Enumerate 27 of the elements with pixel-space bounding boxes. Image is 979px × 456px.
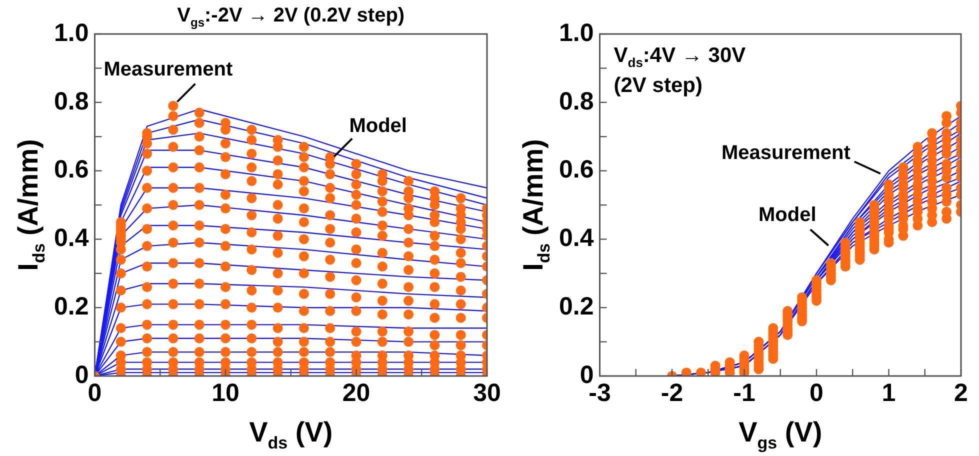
x-tick-label: -2	[660, 378, 684, 407]
x-tick-label: 20	[342, 378, 370, 407]
x-tick-label: 2	[954, 378, 968, 407]
annotation: Model	[758, 204, 816, 226]
annotation: (2V step)	[614, 74, 702, 97]
y-tick-label: 0	[74, 360, 89, 389]
y-axis-title: Ids (A/mm)	[518, 139, 554, 271]
y-tick-label: 1.0	[54, 18, 89, 47]
annotation: Model	[349, 115, 407, 138]
y-tick-label: 1.0	[558, 18, 594, 47]
y-tick-label: 0.6	[558, 156, 594, 184]
y-tick-label: 0.2	[558, 292, 594, 320]
x-tick-label: 0	[810, 378, 824, 407]
y-axis-title: Ids (A/mm)	[12, 139, 48, 271]
x-tick-label: 30	[473, 378, 501, 407]
x-tick-label: -1	[733, 378, 756, 407]
x-tick-label: 1	[882, 378, 896, 407]
annotation: Measurement	[721, 142, 851, 164]
y-tick-label: 0.8	[54, 87, 89, 116]
y-tick-label: 0	[580, 360, 594, 389]
y-tick-label: 0.8	[558, 87, 594, 116]
y-tick-label: 0.6	[54, 156, 89, 184]
x-tick-label: 10	[212, 378, 240, 407]
y-tick-label: 0.2	[54, 292, 89, 320]
y-tick-label: 0.4	[558, 224, 594, 252]
annotation: Measurement	[104, 58, 234, 80]
y-tick-label: 0.4	[54, 224, 89, 252]
